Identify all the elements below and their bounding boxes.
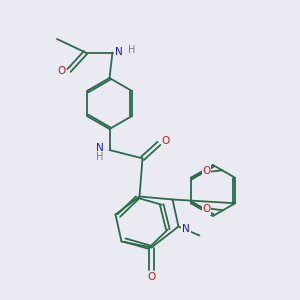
Text: H: H — [96, 152, 103, 163]
Text: N: N — [182, 224, 190, 234]
Text: H: H — [128, 45, 136, 56]
Text: N: N — [116, 47, 123, 57]
Text: O: O — [57, 65, 66, 76]
Text: N: N — [96, 142, 104, 153]
Text: O: O — [202, 204, 211, 214]
Text: O: O — [202, 166, 211, 176]
Text: O: O — [147, 272, 156, 282]
Text: O: O — [161, 136, 170, 146]
